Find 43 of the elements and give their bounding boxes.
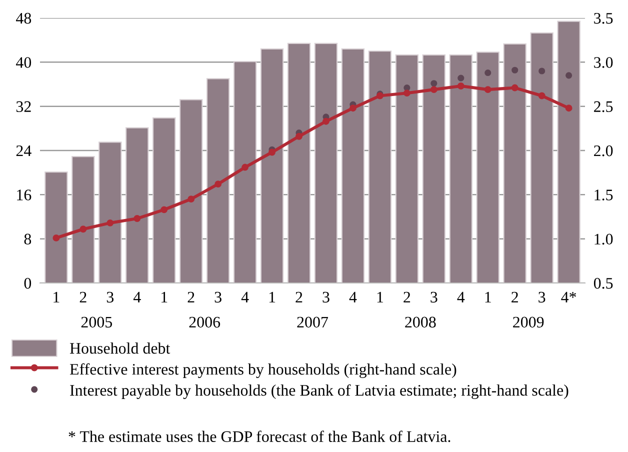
text: 2007 bbox=[297, 316, 328, 328]
legend-label: Effective interest payments by households (right-hand scale) bbox=[70, 363, 456, 378]
text: 2009 bbox=[513, 316, 544, 328]
y2-tick-label: 1.5 bbox=[594, 190, 613, 200]
x-tick-label: 2 bbox=[80, 292, 86, 302]
y-tick-label: 8 bbox=[24, 234, 32, 245]
y-tick-label: 16 bbox=[17, 190, 32, 200]
text: * The estimate uses the GDP forecast of the Bank of Latvia. bbox=[68, 430, 450, 442]
x-tick-label: 4 bbox=[133, 292, 141, 302]
x-tick-label: 4* bbox=[561, 292, 576, 302]
y2-tick-label: 1.0 bbox=[594, 234, 613, 245]
y2-tick-label: 3.5 bbox=[594, 12, 613, 24]
x-tick-label: 2 bbox=[404, 292, 410, 302]
legend-label: Interest payable by households (the Bank of Latvia estimate; right-hand scale) bbox=[70, 384, 568, 400]
y2-tick-label: 2.5 bbox=[594, 101, 613, 112]
x-tick-label: 4 bbox=[349, 292, 357, 302]
x-tick-label: 3 bbox=[538, 292, 546, 303]
x-tick-label: 2 bbox=[512, 292, 518, 302]
y-tick-label: 32 bbox=[16, 101, 31, 112]
x-tick-label: 4 bbox=[241, 292, 249, 302]
x-tick-label: 1 bbox=[269, 292, 276, 302]
x-tick-label: 1 bbox=[162, 292, 168, 302]
x-tick-label: 2 bbox=[188, 292, 194, 302]
x-tick-label: 2 bbox=[296, 292, 302, 302]
x-tick-label: 4 bbox=[457, 292, 465, 302]
y-tick-label: 24 bbox=[16, 145, 32, 156]
text: 2008 bbox=[405, 316, 436, 328]
x-tick-label: 1 bbox=[54, 292, 60, 302]
text: 2006 bbox=[189, 316, 220, 328]
y-tick-label: 40 bbox=[16, 57, 32, 68]
x-tick-label: 3 bbox=[430, 292, 438, 303]
y-tick-label: 0 bbox=[24, 278, 32, 289]
y2-tick-label: 0.5 bbox=[594, 278, 613, 289]
y2-tick-label: 2.0 bbox=[594, 145, 613, 156]
legend-label: Household debt bbox=[70, 342, 170, 354]
x-tick-label: 3 bbox=[322, 292, 330, 303]
x-tick-label: 1 bbox=[377, 292, 383, 302]
x-tick-label: 3 bbox=[214, 292, 222, 303]
x-tick-label: 1 bbox=[485, 292, 491, 302]
text: 2005 bbox=[81, 316, 112, 328]
y2-tick-label: 3.0 bbox=[594, 57, 613, 68]
y-tick-label: 48 bbox=[16, 12, 32, 24]
x-tick-label: 3 bbox=[106, 292, 114, 303]
